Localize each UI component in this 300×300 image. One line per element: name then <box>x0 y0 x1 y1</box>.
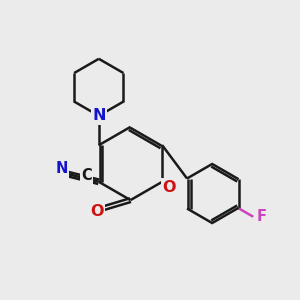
Text: O: O <box>162 180 175 195</box>
Text: O: O <box>90 204 104 219</box>
Text: N: N <box>56 161 68 176</box>
Text: N: N <box>92 108 106 123</box>
Text: F: F <box>257 209 267 224</box>
Text: C: C <box>81 168 92 183</box>
